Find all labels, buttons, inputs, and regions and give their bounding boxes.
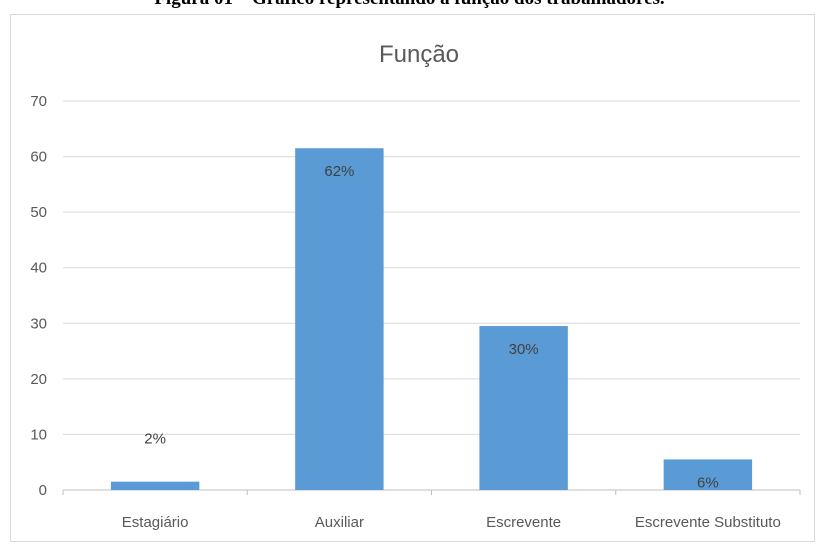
x-axis-categories: Estagiário Auxiliar Escrevente Escrevente S… — [122, 514, 781, 531]
gridlines — [62, 100, 801, 495]
category-label: Escrevente — [486, 514, 561, 531]
y-tick-label: 50 — [30, 204, 47, 221]
data-label: 62% — [324, 163, 354, 180]
data-label: 30% — [509, 341, 539, 358]
y-tick-label: 60 — [30, 149, 47, 166]
bar — [295, 148, 384, 490]
data-labels: 2% 62% 30% 6% — [144, 163, 718, 491]
y-tick-label: 20 — [30, 371, 47, 388]
category-label: Escrevente Substituto — [635, 514, 781, 531]
chart-frame — [10, 14, 815, 542]
category-label: Auxiliar — [315, 514, 364, 531]
bar — [479, 326, 568, 490]
bar — [663, 459, 753, 490]
data-label: 2% — [144, 431, 166, 448]
chart-title: Função — [379, 41, 459, 68]
y-tick-label: 40 — [30, 260, 47, 277]
figure-caption: Figura 01 – Gráfico representando a funç… — [0, 0, 819, 10]
y-tick-label: 30 — [30, 315, 47, 332]
y-tick-label: 70 — [30, 93, 47, 110]
y-axis-ticks: 0 10 20 30 40 50 60 70 — [30, 93, 47, 499]
y-tick-label: 0 — [39, 482, 47, 499]
bars — [110, 148, 753, 490]
y-tick-label: 10 — [30, 426, 47, 443]
bar — [110, 481, 200, 490]
data-label: 6% — [697, 474, 719, 491]
category-label: Estagiário — [122, 514, 189, 531]
